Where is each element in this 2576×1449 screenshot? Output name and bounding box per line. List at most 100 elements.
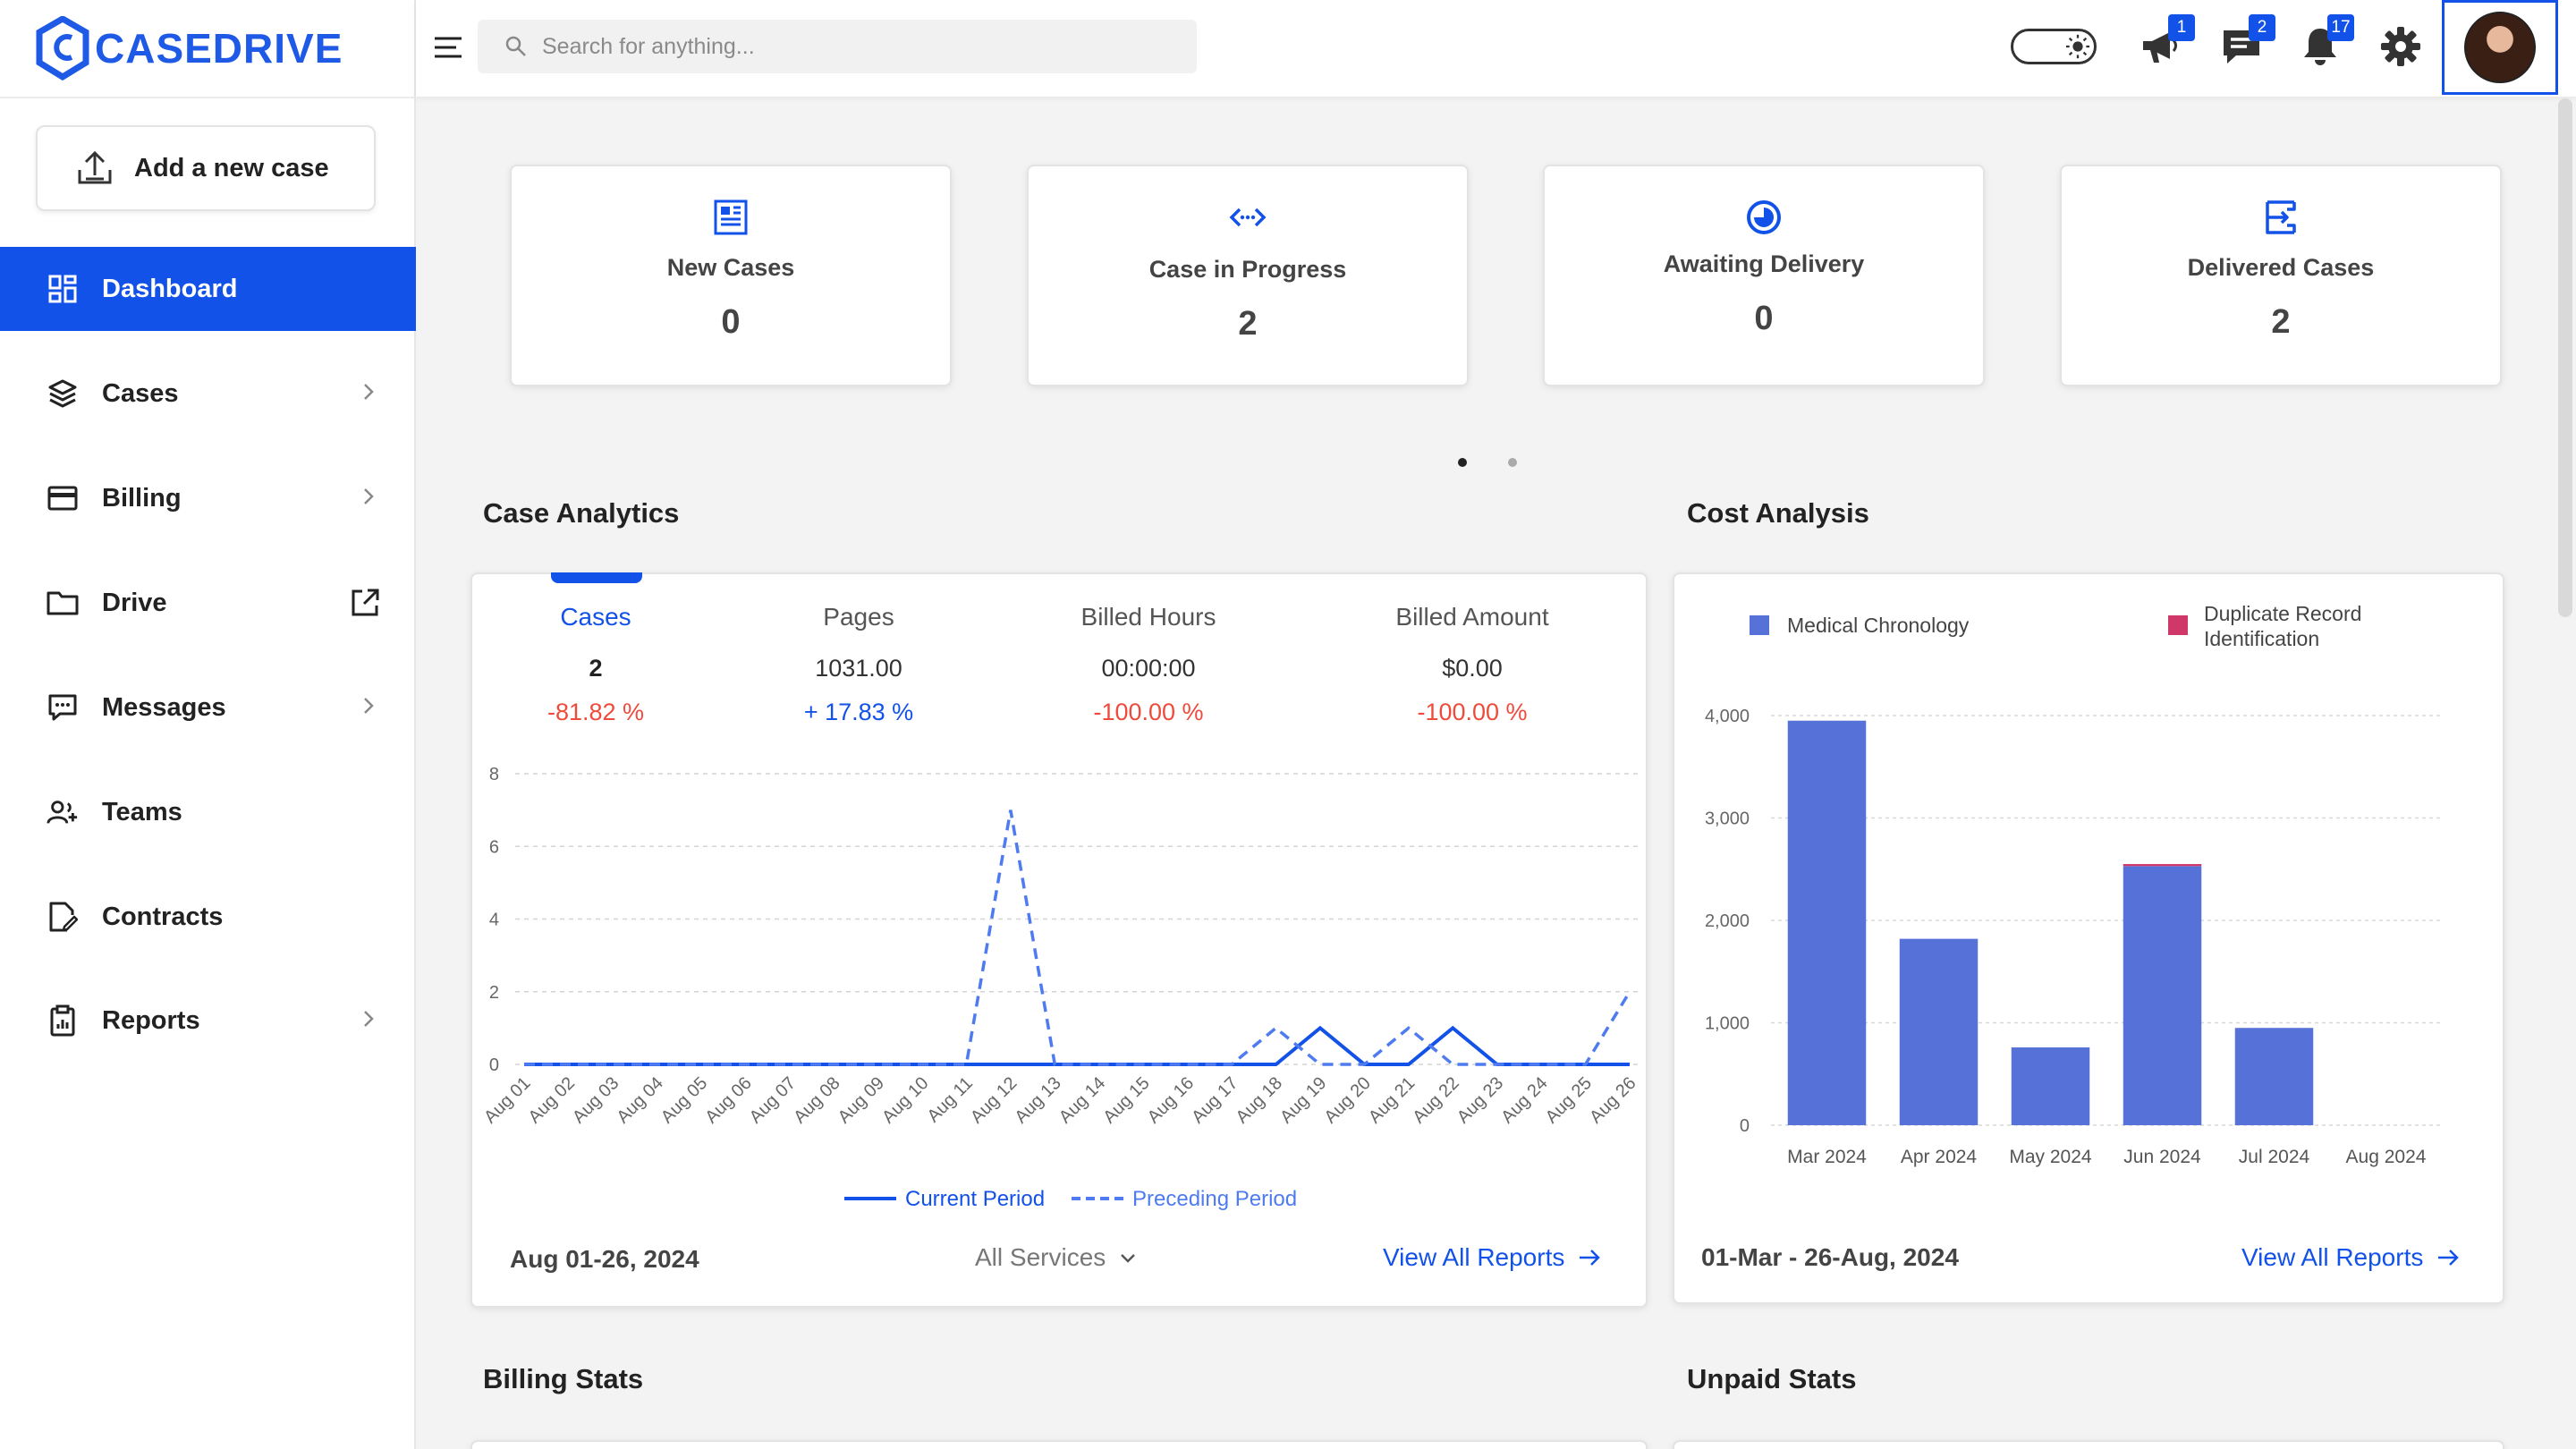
y-tick-label: 8: [489, 765, 499, 784]
metric-tab-pages[interactable]: Pages 1031.00 + 17.83 %: [724, 603, 993, 726]
credit-card-icon: [47, 482, 79, 514]
y-tick-label: 3,000: [1705, 809, 1750, 829]
x-tick-label: Jul 2024: [2239, 1147, 2310, 1167]
external-link-icon[interactable]: [350, 588, 380, 618]
x-tick-label: Aug 10: [878, 1073, 932, 1127]
contract-icon: [47, 901, 79, 933]
x-tick-label: May 2024: [2009, 1147, 2092, 1167]
sidebar-item-label: Reports: [102, 1005, 200, 1035]
settings-button[interactable]: [2379, 25, 2424, 70]
legend-label: Medical Chronology: [1787, 614, 1970, 637]
messages-button[interactable]: 2: [2220, 14, 2275, 70]
gear-icon: [2381, 27, 2420, 66]
metric-label: Billed Amount: [1395, 603, 1549, 631]
metric-label: Pages: [823, 603, 894, 631]
delivered-icon: [2266, 200, 2296, 234]
sidebar-item-label: Drive: [102, 588, 167, 617]
sidebar-item-cases[interactable]: Cases: [0, 352, 416, 436]
metric-value: $0.00: [1442, 655, 1503, 682]
x-tick-label: Aug 11: [924, 1073, 977, 1126]
theme-toggle[interactable]: [2011, 29, 2097, 64]
billing-stats-card: [470, 1440, 1648, 1449]
metric-change: -100.00 %: [1417, 699, 1528, 725]
cost-view-all-reports-link[interactable]: View All Reports: [2241, 1243, 2461, 1272]
brand-logo[interactable]: CASEDRIVE: [36, 13, 343, 84]
clock-circle-icon: [1747, 200, 1781, 234]
sidebar-item-contracts[interactable]: Contracts: [0, 875, 416, 959]
notifications-badge: 17: [2327, 14, 2354, 41]
services-dropdown-value: All Services: [975, 1243, 1106, 1271]
legend-swatch: [1750, 615, 1769, 635]
metric-value: 1031.00: [815, 655, 902, 682]
x-tick-label: Aug 04: [613, 1073, 666, 1127]
metric-label: Billed Hours: [1080, 603, 1216, 631]
folder-icon: [47, 587, 79, 619]
y-tick-label: 1,000: [1705, 1014, 1750, 1034]
metric-tab-cases[interactable]: Cases 2 -81.82 %: [462, 603, 730, 726]
metric-tab-billed-hours[interactable]: Billed Hours 00:00:00 -100.00 %: [1014, 603, 1283, 726]
stat-value: 0: [721, 303, 741, 341]
x-tick-label: Aug 07: [746, 1073, 800, 1127]
sidebar-item-label: Cases: [102, 378, 179, 408]
sun-icon: [2065, 34, 2090, 59]
search-bar[interactable]: [478, 20, 1197, 73]
sidebar-item-drive[interactable]: Drive: [0, 561, 416, 645]
upload-icon: [78, 150, 112, 184]
x-tick-label: Aug 18: [1233, 1073, 1286, 1127]
x-tick-label: Aug 09: [835, 1073, 888, 1127]
bar-medical-chronology: [1899, 938, 1979, 1125]
sidebar-item-billing[interactable]: Billing: [0, 456, 416, 540]
search-input[interactable]: [542, 33, 1168, 60]
bar-medical-chronology: [1787, 720, 1867, 1125]
case-date-range: Aug 01-26, 2024: [510, 1245, 699, 1273]
avatar: [2464, 12, 2536, 83]
add-new-case-button[interactable]: Add a new case: [36, 125, 376, 211]
sidebar-item-label: Billing: [102, 483, 182, 513]
notifications-button[interactable]: 17: [2299, 14, 2354, 70]
stat-card-new-cases[interactable]: New Cases 0: [510, 165, 952, 386]
dashboard-icon: [47, 273, 79, 305]
page-scrollbar[interactable]: [2558, 98, 2572, 617]
legend-label: Current Period: [905, 1187, 1045, 1211]
code-arrows-icon: [1229, 208, 1267, 227]
x-tick-label: Jun 2024: [2123, 1147, 2201, 1167]
case-view-all-reports-link[interactable]: View All Reports: [1383, 1243, 1602, 1272]
sidebar-item-reports[interactable]: Reports: [0, 979, 416, 1063]
sidebar-item-messages[interactable]: Messages: [0, 665, 416, 750]
announcements-button[interactable]: 1: [2140, 14, 2195, 70]
metric-tab-billed-amount[interactable]: Billed Amount $0.00 -100.00 %: [1338, 603, 1606, 726]
sidebar-item-label: Teams: [102, 797, 182, 826]
x-tick-label: Aug 24: [1497, 1073, 1551, 1127]
y-tick-label: 0: [489, 1055, 499, 1075]
stat-card-delivered-cases[interactable]: Delivered Cases 2: [2060, 165, 2502, 386]
stat-card-case-in-progress[interactable]: Case in Progress 2: [1027, 165, 1469, 386]
search-icon: [505, 36, 526, 56]
legend-swatch: [2168, 615, 2188, 635]
services-dropdown[interactable]: All Services: [975, 1243, 1138, 1272]
bar-medical-chronology: [2123, 866, 2202, 1125]
carousel-dot[interactable]: [1508, 458, 1517, 467]
bar-duplicate-record: [2123, 864, 2202, 867]
bar-medical-chronology: [2234, 1028, 2314, 1125]
metric-label: Cases: [560, 603, 631, 631]
carousel-dot-active[interactable]: [1458, 458, 1467, 467]
x-tick-label: Aug 2024: [2346, 1147, 2427, 1167]
sidebar-item-dashboard[interactable]: Dashboard: [0, 247, 416, 331]
hamburger-menu-icon[interactable]: [433, 34, 463, 61]
x-tick-label: Aug 21: [1365, 1073, 1419, 1127]
messages-badge: 2: [2249, 14, 2275, 41]
sidebar-item-teams[interactable]: Teams: [0, 770, 416, 854]
sidebar-item-label: Dashboard: [102, 274, 238, 303]
selected-tab-indicator: [551, 572, 642, 583]
add-new-case-label: Add a new case: [134, 153, 329, 182]
stat-card-awaiting-delivery[interactable]: Awaiting Delivery 0: [1543, 165, 1985, 386]
message-icon: [47, 691, 79, 724]
x-tick-label: Aug 08: [790, 1073, 843, 1127]
megaphone-icon: [2143, 32, 2177, 63]
metric-value: 00:00:00: [1101, 655, 1196, 682]
bar-medical-chronology: [2011, 1046, 2090, 1125]
x-tick-label: Aug 13: [1011, 1073, 1064, 1127]
stat-label: Case in Progress: [1148, 256, 1347, 283]
user-profile-button[interactable]: [2442, 0, 2558, 95]
